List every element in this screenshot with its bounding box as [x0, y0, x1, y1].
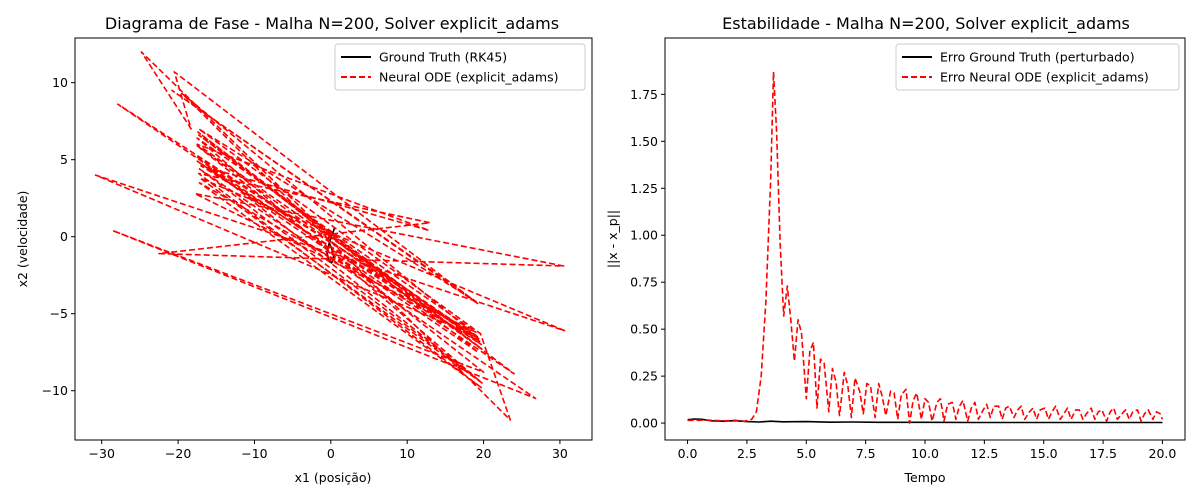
stability-y-tick-label: 0.75	[630, 275, 658, 290]
phase-x-ticks: −30 −20 −10 0 10 20 30	[89, 440, 568, 461]
stability-y-tick-label: 1.00	[630, 228, 658, 243]
stability-legend-neural-ode: Erro Neural ODE (explicit_adams)	[940, 70, 1149, 85]
phase-x-tick-label: 10	[399, 446, 415, 461]
stability-y-tick-label: 1.50	[630, 134, 658, 149]
stability-y-ticks: 0.00 0.25 0.50 0.75 1.00 1.25 1.50 1.75	[630, 87, 665, 431]
stability-x-tick-label: 10.0	[911, 446, 939, 461]
stability-y-tick-label: 0.50	[630, 322, 658, 337]
stability-legend-box	[895, 43, 1180, 91]
stability-y-tick-label: 0.25	[630, 369, 658, 384]
phase-x-tick-label: 0	[327, 446, 335, 461]
phase-y-tick-label: −10	[42, 383, 68, 398]
phase-legend-box	[334, 43, 586, 91]
stability-legend: Erro Ground Truth (perturbado) Erro Neur…	[895, 43, 1180, 91]
stability-x-tick-label: 12.5	[970, 446, 998, 461]
phase-x-tick-label: −10	[241, 446, 267, 461]
phase-diagram-panel: Diagrama de Fase - Malha N=200, Solver e…	[15, 14, 593, 485]
phase-chart-title: Diagrama de Fase - Malha N=200, Solver e…	[105, 14, 559, 34]
phase-x-tick-label: −30	[89, 446, 115, 461]
phase-x-tick-label: 30	[552, 446, 568, 461]
stability-x-tick-label: 17.5	[1089, 446, 1117, 461]
stability-plot-area	[687, 71, 1164, 424]
phase-legend-ground-truth: Ground Truth (RK45)	[379, 50, 507, 65]
stability-y-tick-label: 1.75	[630, 87, 658, 102]
phase-axes-frame	[74, 37, 593, 441]
phase-plot-area	[94, 51, 566, 421]
phase-y-tick-label: −5	[50, 306, 68, 321]
stability-y-tick-label: 0.00	[630, 416, 658, 431]
stability-panel: Estabilidade - Malha N=200, Solver expli…	[605, 14, 1186, 485]
phase-x-axis-label: x1 (posição)	[295, 470, 372, 485]
stability-legend-ground-truth: Erro Ground Truth (perturbado)	[940, 50, 1135, 65]
stability-x-tick-label: 2.5	[737, 446, 757, 461]
phase-y-ticks: −10 −5 0 5 10	[42, 75, 75, 398]
phase-y-tick-label: 5	[60, 152, 68, 167]
phase-x-tick-label: 20	[476, 446, 492, 461]
phase-y-axis-label: x2 (velocidade)	[15, 191, 30, 288]
phase-legend-neural-ode: Neural ODE (explicit_adams)	[379, 70, 559, 85]
stability-x-tick-label: 15.0	[1030, 446, 1058, 461]
stability-x-tick-label: 7.5	[856, 446, 876, 461]
phase-y-tick-label: 10	[52, 75, 68, 90]
stability-series-neural-ode-line	[687, 71, 1164, 424]
phase-y-tick-label: 0	[60, 229, 68, 244]
stability-x-ticks: 0.0 2.5 5.0 7.5 10.0 12.5 15.0 17.5 20.0	[678, 440, 1177, 461]
stability-x-tick-label: 20.0	[1149, 446, 1177, 461]
stability-x-axis-label: Tempo	[904, 470, 946, 485]
stability-y-tick-label: 1.25	[630, 181, 658, 196]
phase-legend: Ground Truth (RK45) Neural ODE (explicit…	[334, 43, 586, 91]
stability-x-tick-label: 5.0	[796, 446, 816, 461]
phase-series-neural-ode-line	[94, 51, 566, 421]
phase-x-tick-label: −20	[165, 446, 191, 461]
stability-x-tick-label: 0.0	[678, 446, 698, 461]
stability-chart-title: Estabilidade - Malha N=200, Solver expli…	[722, 14, 1130, 34]
stability-y-axis-label: ||x - x_p||	[605, 210, 620, 268]
